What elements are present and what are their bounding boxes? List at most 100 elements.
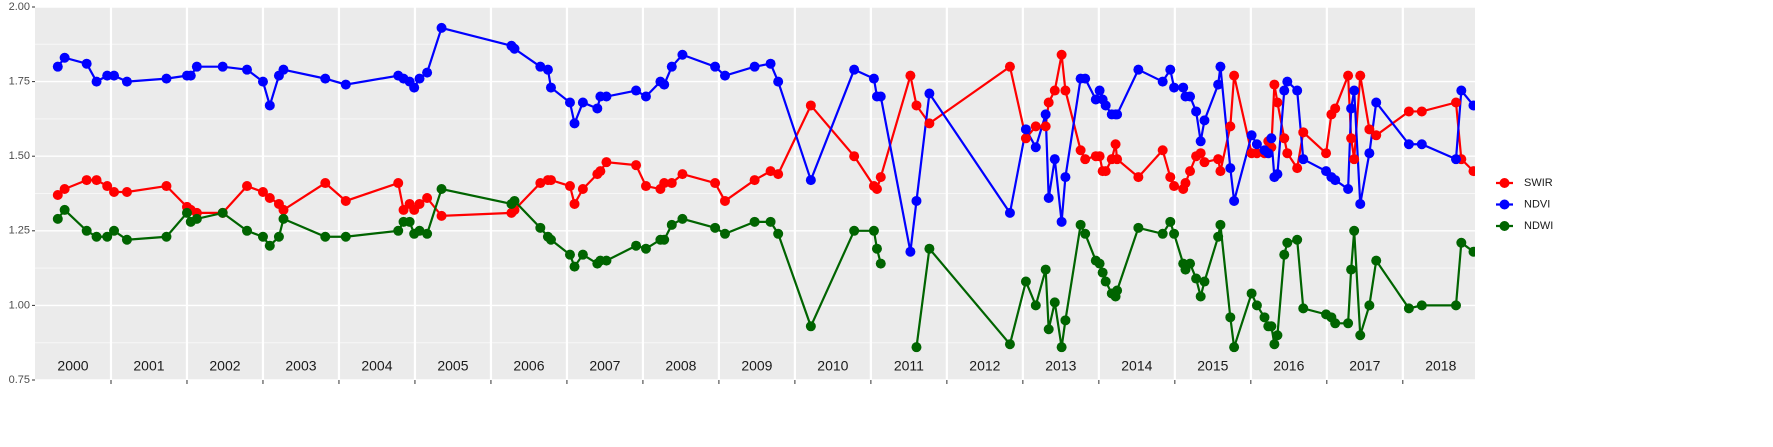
point — [1215, 61, 1226, 72]
point — [409, 82, 420, 93]
point — [1165, 172, 1176, 183]
point — [1049, 85, 1060, 96]
point — [911, 195, 922, 206]
point — [666, 178, 677, 189]
point — [1343, 318, 1354, 329]
point — [1468, 246, 1475, 257]
point — [1100, 276, 1111, 287]
point — [535, 222, 546, 233]
point — [1364, 300, 1375, 311]
year-label: 2015 — [1197, 358, 1228, 374]
point — [121, 187, 132, 198]
point — [1043, 192, 1054, 203]
point — [191, 213, 202, 224]
point — [121, 76, 132, 87]
point — [601, 91, 612, 102]
point — [577, 184, 588, 195]
point — [217, 61, 228, 72]
point — [509, 43, 520, 54]
point — [924, 243, 935, 254]
point — [1043, 324, 1054, 335]
point — [805, 175, 816, 186]
point — [1097, 267, 1108, 278]
point — [109, 187, 120, 198]
point — [1080, 73, 1091, 84]
point — [677, 49, 688, 60]
point — [1229, 70, 1240, 81]
point — [81, 175, 92, 186]
point — [340, 231, 351, 242]
point — [1251, 300, 1262, 311]
legend-marker — [1499, 199, 1510, 210]
point — [1272, 330, 1283, 341]
point — [1043, 97, 1054, 108]
point — [1213, 79, 1224, 90]
point — [1169, 82, 1180, 93]
point — [1060, 315, 1071, 326]
point — [1349, 225, 1360, 236]
point — [849, 225, 860, 236]
point — [436, 210, 447, 221]
point — [1403, 139, 1414, 150]
point — [1178, 82, 1189, 93]
point — [52, 213, 63, 224]
y-tick-label: 1.25 — [9, 225, 30, 237]
point — [1371, 97, 1382, 108]
point — [924, 118, 935, 129]
point — [1030, 142, 1041, 153]
point — [1040, 109, 1051, 120]
point — [1298, 303, 1309, 314]
point — [1298, 127, 1309, 138]
point — [719, 195, 730, 206]
point — [1075, 219, 1086, 230]
point — [1049, 297, 1060, 308]
point — [666, 61, 677, 72]
point — [1225, 121, 1236, 132]
point — [509, 195, 520, 206]
point — [765, 166, 776, 177]
point — [278, 64, 289, 75]
point — [217, 207, 228, 218]
point — [659, 79, 670, 90]
point — [191, 61, 202, 72]
point — [59, 184, 70, 195]
point — [1403, 106, 1414, 117]
point — [535, 61, 546, 72]
point — [1416, 139, 1427, 150]
point — [257, 231, 268, 242]
point — [1263, 148, 1274, 159]
legend-label: NDWI — [1524, 220, 1553, 232]
point — [1364, 124, 1375, 135]
point — [545, 175, 556, 186]
point — [414, 73, 425, 84]
legend-label: SWIR — [1524, 177, 1553, 189]
point — [545, 234, 556, 245]
point — [719, 70, 730, 81]
legend-label: NDVI — [1524, 198, 1550, 210]
point — [185, 70, 196, 81]
point — [1355, 198, 1366, 209]
point — [1266, 321, 1277, 332]
point — [52, 61, 63, 72]
year-label: 2005 — [437, 358, 468, 374]
point — [278, 213, 289, 224]
point — [905, 246, 916, 257]
point — [1133, 172, 1144, 183]
point — [1110, 139, 1121, 150]
point — [1004, 207, 1015, 218]
point — [340, 195, 351, 206]
point — [1075, 145, 1086, 156]
point — [875, 258, 886, 269]
point — [805, 321, 816, 332]
point — [121, 234, 132, 245]
point — [1213, 231, 1224, 242]
year-label: 2000 — [57, 358, 88, 374]
point — [1213, 154, 1224, 165]
point — [1451, 154, 1462, 165]
point — [1355, 330, 1366, 341]
point — [181, 207, 192, 218]
year-label: 2012 — [969, 358, 1000, 374]
y-tick-label: 1.50 — [9, 150, 30, 162]
point — [1269, 79, 1280, 90]
